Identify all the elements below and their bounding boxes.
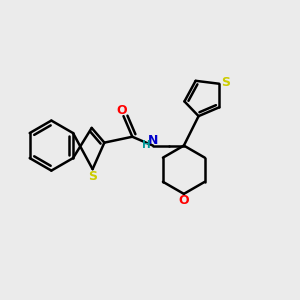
Text: H: H bbox=[142, 140, 151, 150]
Text: N: N bbox=[148, 134, 158, 147]
Text: S: S bbox=[221, 76, 230, 89]
Text: S: S bbox=[88, 170, 97, 183]
Text: O: O bbox=[178, 194, 189, 207]
Text: O: O bbox=[117, 104, 127, 117]
